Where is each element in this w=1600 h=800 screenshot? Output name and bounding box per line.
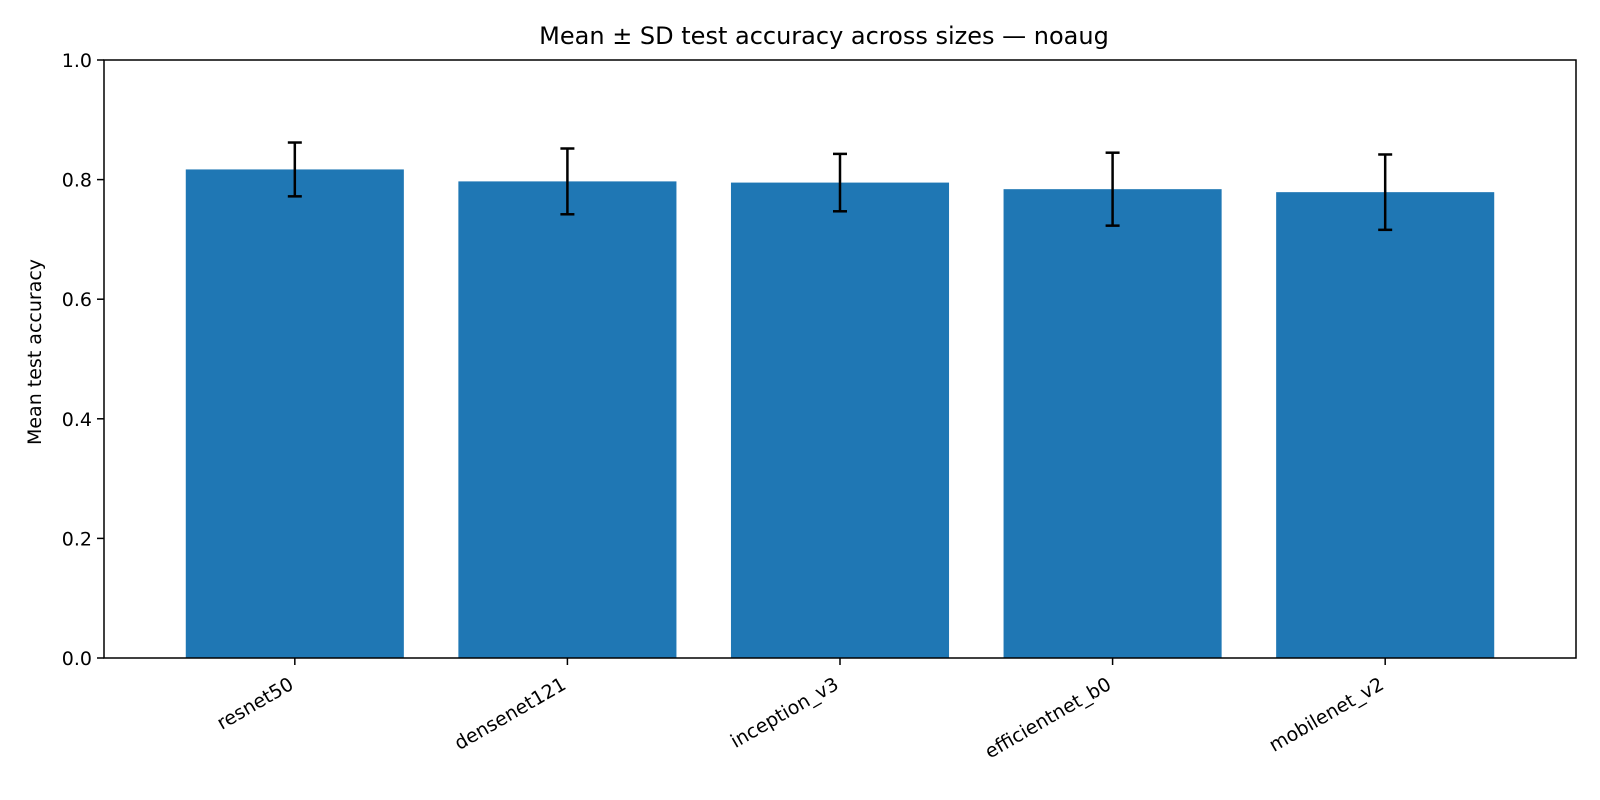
bar — [458, 181, 677, 659]
y-tick-label: 1.0 — [62, 50, 92, 72]
error-bars-group — [287, 141, 1393, 232]
chart-title: Mean ± SD test accuracy across sizes — n… — [539, 22, 1109, 50]
y-axis: 0.0 0.2 0.4 0.6 0.8 1.0 — [62, 50, 104, 670]
x-tick-label: resnet50 — [213, 673, 297, 734]
y-tick-label: 0.2 — [62, 528, 92, 550]
x-tick-label: mobilenet_v2 — [1265, 673, 1387, 756]
plot-frame — [103, 59, 1577, 659]
y-tick-label: 0.4 — [62, 409, 92, 431]
x-tick-label: densenet121 — [451, 673, 570, 754]
x-axis: resnet50 densenet121 inception_v3 efficient… — [213, 658, 1388, 763]
y-axis-label: Mean test accuracy — [24, 259, 46, 445]
x-tick-label: efficientnet_b0 — [981, 673, 1115, 763]
bar — [730, 182, 950, 658]
x-tick-label: inception_v3 — [727, 673, 843, 752]
y-tick-label: 0.0 — [62, 648, 92, 670]
y-tick-label: 0.8 — [62, 170, 92, 192]
y-tick-label: 0.6 — [62, 289, 92, 311]
bar — [1003, 189, 1222, 658]
bars-group — [185, 169, 1495, 659]
bar — [1276, 192, 1495, 658]
bar — [185, 169, 404, 658]
